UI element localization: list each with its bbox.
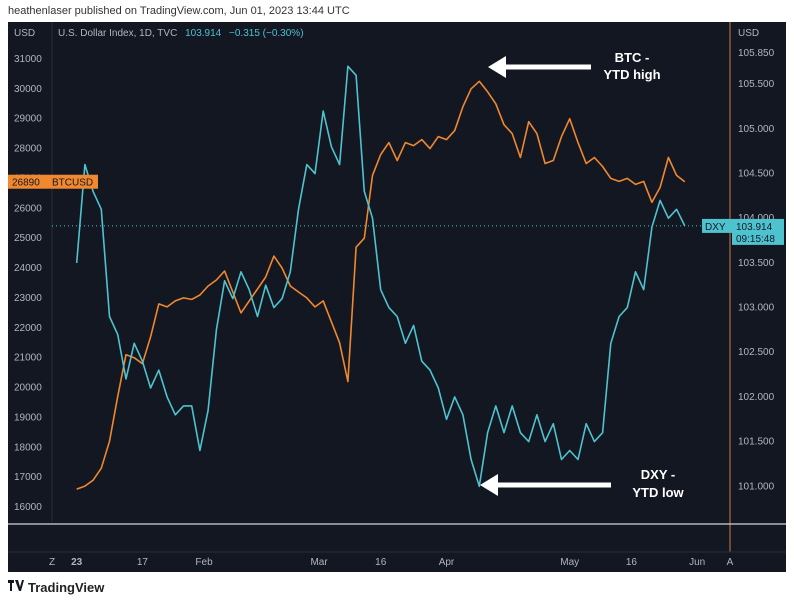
publish-header: heathenlaser published on TradingView.co…	[8, 0, 350, 22]
left-tick-label: 31000	[14, 54, 42, 65]
right-axis-unit: USD	[738, 28, 759, 39]
right-tick-label: 101.500	[738, 437, 775, 448]
dxy-price-badge: DXY 103.914 09:15:48	[702, 218, 784, 245]
annotation-dxy-line1: DXY -	[641, 467, 675, 482]
left-tick-label: 16000	[14, 502, 42, 513]
time-tick-label: May	[560, 557, 579, 568]
left-tick-label: 26000	[14, 203, 42, 214]
chart-series	[52, 65, 730, 490]
price-chart[interactable]: USD 16000 17000 18000 19000 20000 21000 22000 2…	[8, 22, 786, 572]
dxy-badge-price: 103.914	[736, 222, 773, 233]
btc-badge-price: 26890	[12, 178, 40, 189]
symbol-change: −0.315 (−0.30%)	[229, 28, 304, 39]
time-tick-label: 16	[626, 557, 638, 568]
dxy-badge-symbol-bg	[702, 218, 732, 233]
right-price-axis[interactable]: USD 101.000 101.500 102.000 102.500 103.000 1…	[738, 28, 775, 492]
time-tick-label: Feb	[195, 557, 213, 568]
right-tick-label: 105.850	[738, 48, 775, 59]
symbol-name: U.S. Dollar Index, 1D, TVC	[58, 28, 177, 39]
left-tick-label: 17000	[14, 472, 42, 483]
time-tick-label: 17	[137, 557, 149, 568]
left-tick-label: 28000	[14, 144, 42, 155]
right-tick-label: 105.500	[738, 79, 775, 90]
left-tick-label: 24000	[14, 263, 42, 274]
footer: TradingView	[8, 578, 104, 596]
right-tick-label: 105.000	[738, 124, 775, 135]
right-tick-label: 101.000	[738, 481, 775, 492]
time-tick-label: A	[727, 557, 734, 568]
left-tick-label: 19000	[14, 412, 42, 423]
publish-text: heathenlaser published on TradingView.co…	[8, 5, 350, 17]
tradingview-logo-icon	[8, 580, 24, 594]
time-tick-label: Z	[49, 557, 55, 568]
btc-price-badge: 26890 BTCUSD	[8, 174, 98, 189]
time-tick-label: Jun	[689, 557, 705, 568]
left-tick-label: 23000	[14, 293, 42, 304]
time-axis[interactable]: Z 23 17 Feb Mar 16 Apr May 16 Jun A	[49, 557, 734, 568]
left-tick-label: 25000	[14, 233, 42, 244]
time-tick-label: 16	[375, 557, 387, 568]
series-line-btcusd	[76, 80, 686, 490]
dxy-badge-countdown: 09:15:48	[736, 234, 775, 245]
annotation-btc-line1: BTC -	[615, 50, 650, 65]
arrow-btc-high-icon	[488, 56, 506, 78]
left-tick-label: 22000	[14, 323, 42, 334]
arrow-dxy-low-icon	[480, 474, 498, 496]
symbol-legend-text: U.S. Dollar Index, 1D, TVC 103.914 −0.31…	[58, 28, 304, 39]
chart-panel[interactable]: USD 16000 17000 18000 19000 20000 21000 22000 2…	[8, 22, 786, 572]
footer-brand: TradingView	[28, 579, 105, 595]
time-tick-label: Apr	[439, 557, 455, 568]
chart-grid	[8, 22, 786, 553]
time-tick-label: 23	[71, 557, 83, 568]
right-tick-label: 103.000	[738, 303, 775, 314]
left-price-axis[interactable]: USD 16000 17000 18000 19000 20000 21000 22000 2…	[14, 28, 42, 513]
dxy-badge-symbol: DXY	[705, 222, 726, 233]
btc-badge-symbol: BTCUSD	[52, 178, 93, 189]
left-tick-label: 30000	[14, 84, 42, 95]
time-tick-label: Mar	[310, 557, 328, 568]
left-tick-label: 18000	[14, 442, 42, 453]
symbol-price: 103.914	[185, 28, 222, 39]
annotation-btc-ytd-high: BTC - YTD high	[488, 50, 661, 82]
dxy-badge-bg	[732, 218, 784, 245]
annotation-btc-line2: YTD high	[603, 67, 660, 82]
right-tick-label: 102.000	[738, 392, 775, 403]
left-axis-unit: USD	[14, 28, 35, 39]
left-tick-label: 21000	[14, 353, 42, 364]
symbol-legend[interactable]: U.S. Dollar Index, 1D, TVC 103.914 −0.31…	[58, 28, 304, 39]
right-tick-label: 102.500	[738, 347, 775, 358]
annotation-dxy-line2: YTD low	[632, 485, 684, 500]
left-tick-label: 29000	[14, 114, 42, 125]
right-tick-label: 104.500	[738, 169, 775, 180]
annotation-dxy-ytd-low: DXY - YTD low	[480, 467, 685, 500]
btc-badge-bg	[8, 174, 98, 189]
right-tick-label: 104.000	[738, 213, 775, 224]
series-line-dxy	[75, 65, 686, 488]
left-tick-label: 20000	[14, 383, 42, 394]
right-tick-label: 103.500	[738, 258, 775, 269]
